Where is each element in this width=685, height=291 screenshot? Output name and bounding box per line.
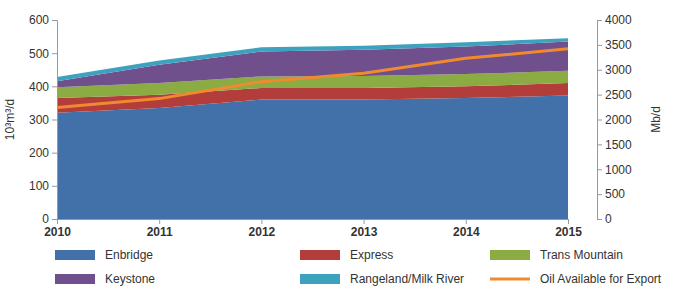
tick-label: 600 [29, 13, 49, 27]
legend-swatch [55, 250, 95, 260]
x-axis: 2010 2011 2012 2013 2014 2015 [44, 219, 582, 239]
legend-item: Trans Mountain [490, 248, 623, 262]
tick-mark [597, 120, 602, 121]
tick-label: 2000 [605, 113, 632, 127]
tick: 100 [29, 179, 57, 193]
legend-item: Keystone [55, 272, 155, 286]
legend-item: Rangeland/Milk River [300, 272, 464, 286]
tick-mark [52, 53, 57, 54]
tick-mark [159, 219, 160, 224]
tick-label: 200 [29, 146, 49, 160]
tick: 2012 [249, 219, 276, 239]
axis-line [52, 21, 58, 220]
tick: 3500 [597, 38, 632, 52]
tick-mark [52, 186, 57, 187]
tick: 2011 [147, 219, 173, 239]
legend-label: Keystone [105, 272, 155, 286]
tick: 4000 [597, 13, 632, 27]
tick: 1500 [597, 138, 632, 152]
tick: 2013 [351, 219, 378, 239]
tick-mark [57, 219, 58, 224]
tick-mark [52, 120, 57, 121]
tick: 500 [597, 187, 625, 201]
tick: 2014 [453, 219, 480, 239]
tick-mark [568, 219, 569, 224]
legend-label: Enbridge [105, 248, 153, 262]
legend-item: Oil Available for Export [490, 272, 662, 286]
legend-swatch [300, 250, 340, 260]
tick: 400 [29, 80, 57, 94]
tick-mark [52, 153, 57, 154]
tick: 2000 [597, 113, 632, 127]
tick: 2500 [597, 88, 632, 102]
tick-label: 100 [29, 179, 49, 193]
tick-label: 0 [605, 212, 612, 226]
tick-label: 1500 [605, 138, 632, 152]
tick: 1000 [597, 163, 632, 177]
tick-label: 2011 [147, 225, 173, 239]
legend-item: Enbridge [55, 248, 153, 262]
tick-mark [261, 219, 262, 224]
y-axis-title: 10³m³/d [3, 99, 17, 140]
tick: 2010 [44, 219, 71, 239]
tick-label: 300 [29, 113, 49, 127]
tick-label: 2012 [249, 225, 276, 239]
tick-label: 2500 [605, 88, 632, 102]
tick-mark [597, 95, 602, 96]
y2-axis: 0 500 1000 1500 2000 2500 3000 3500 4000 [597, 13, 632, 226]
tick-label: 2010 [44, 225, 71, 239]
tick: 0 [597, 212, 612, 226]
plot-area [57, 38, 568, 219]
legend-label: Rangeland/Milk River [350, 272, 464, 286]
tick-label: 2014 [453, 225, 480, 239]
tick-mark [597, 219, 602, 220]
tick: 200 [29, 146, 57, 160]
tick-label: 1000 [605, 163, 632, 177]
tick-label: 2013 [351, 225, 378, 239]
tick: 600 [29, 13, 57, 27]
tick-label: 500 [605, 187, 625, 201]
legend: Enbridge Express Trans Mountain Keystone Ran… [55, 248, 662, 286]
tick-mark [597, 144, 602, 145]
tick-mark [466, 219, 467, 224]
tick-mark [597, 70, 602, 71]
chart: 0 100 200 300 400 500 600 0 500 1000 1500 2000 2500 3… [0, 0, 685, 291]
legend-label: Express [350, 248, 393, 262]
area [57, 96, 568, 219]
tick-mark [52, 86, 57, 87]
tick-mark [597, 45, 602, 46]
tick-label: 3000 [605, 63, 632, 77]
legend-swatch [300, 274, 340, 284]
tick-mark [52, 219, 57, 220]
tick: 300 [29, 113, 57, 127]
legend-label: Trans Mountain [540, 248, 623, 262]
legend-item: Express [300, 248, 393, 262]
tick: 3000 [597, 63, 632, 77]
tick-mark [597, 169, 602, 170]
tick-label: 500 [29, 47, 49, 61]
tick-label: 4000 [605, 13, 632, 27]
legend-swatch [490, 278, 530, 281]
tick: 500 [29, 47, 57, 61]
area [57, 38, 568, 81]
tick-mark [597, 194, 602, 195]
axis-line [58, 220, 569, 225]
tick-label: 3500 [605, 38, 632, 52]
axis-line [598, 21, 603, 220]
tick: 2015 [555, 219, 582, 239]
tick-label: 2015 [555, 225, 582, 239]
legend-swatch [490, 250, 530, 260]
y2-axis-title: Mb/d [649, 106, 663, 133]
line [57, 49, 568, 108]
tick-mark [52, 20, 57, 21]
legend-swatch [55, 274, 95, 284]
legend-label: Oil Available for Export [540, 272, 662, 286]
tick-mark [597, 20, 602, 21]
tick-mark [364, 219, 365, 224]
y-axis: 0100200300400500600 [29, 13, 58, 226]
tick-label: 400 [29, 80, 49, 94]
